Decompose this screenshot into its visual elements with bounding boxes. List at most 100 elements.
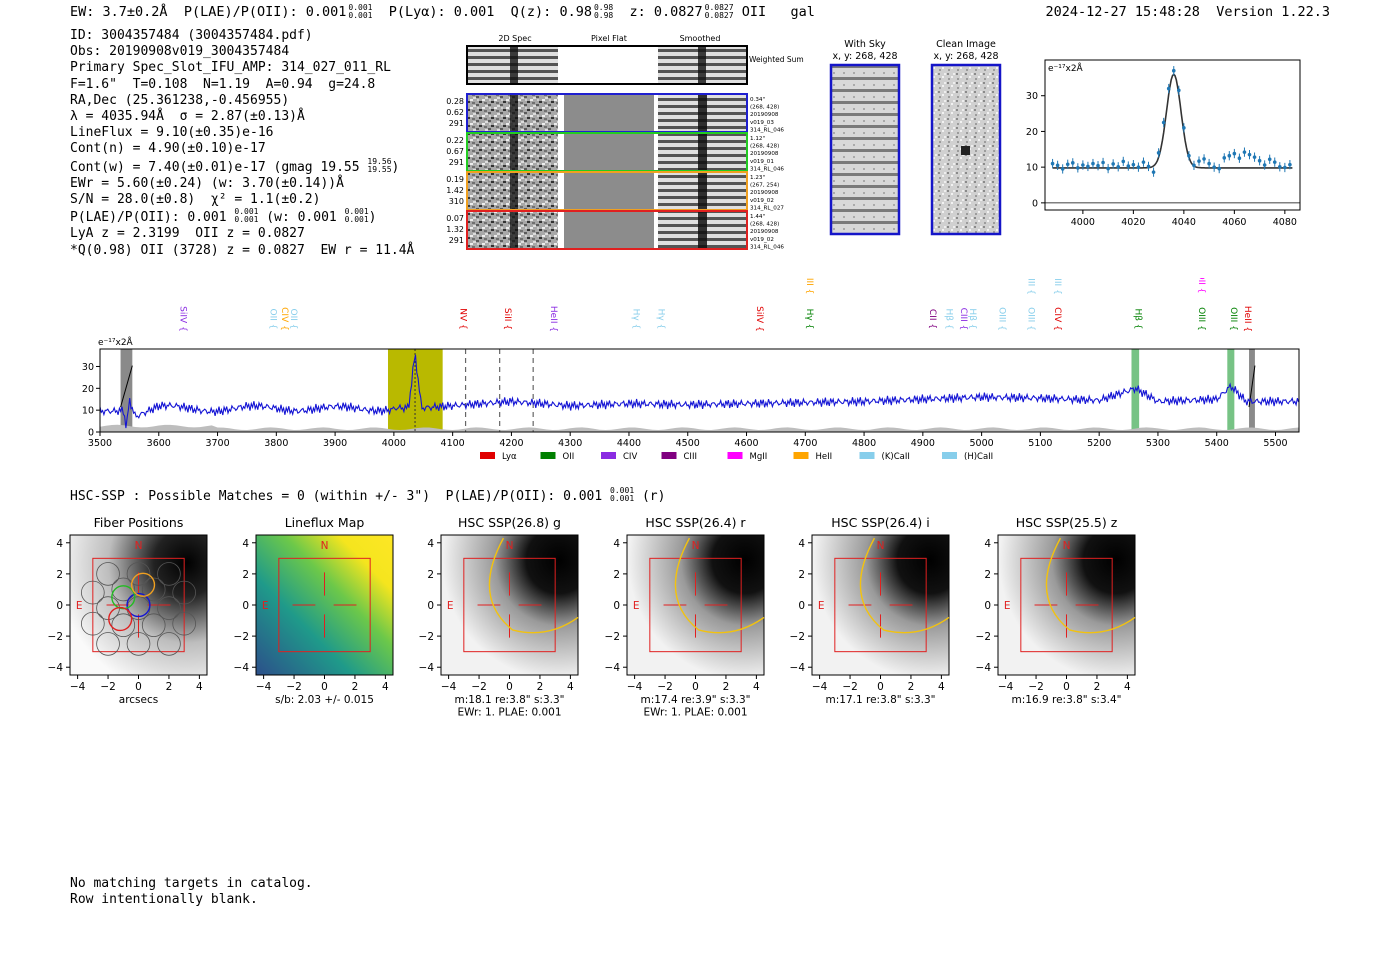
hsc-galaxy-ellipse [488,537,579,634]
spectrum-unit-label: e⁻¹⁷x2Å [98,336,134,348]
spectrum-noise-floor [100,424,1299,432]
hsc-panel-title: HSC SSP(26.8) g [458,515,561,530]
clean-image-xy: x, y: 268, 428 [933,51,998,62]
hsc-panel-caption: arcsecs [119,694,158,706]
spectrum-line-label: OIII { [1196,307,1206,331]
hsc-north-label: N [692,540,700,552]
legend-label: (H)CaII [964,452,993,462]
col-header-smoothed: Smoothed [680,34,721,43]
hsc-xtick-label: 0 [1063,681,1070,693]
hsc-ytick-label: 0 [984,600,991,612]
info-line: Primary Spec_Slot_IFU_AMP: 314_027_011_R… [70,60,391,76]
spectrum-line-label: Hγ { [655,309,665,330]
hsc-north-label: N [1063,540,1071,552]
detection-info: ID: 3004357484 (3004357484.pdf) Obs: 201… [70,28,414,259]
fiber-circle [157,632,181,656]
cutout-row-meta: (268, 428) [750,144,779,150]
legend-swatch [540,452,556,459]
hsc-east-label: E [447,600,454,612]
hsc-north-label: N [506,540,514,552]
hsc-xtick-label: 0 [877,681,884,693]
fiber-circle [126,632,151,656]
zoom-point [1166,86,1171,91]
hsc-ytick-label: −4 [605,662,621,674]
zoom-point [1232,151,1237,156]
hsc-panel-image [997,534,1136,676]
hsc-north-label: N [321,540,329,552]
z-sub: 0.0827 [704,11,734,20]
cutout-row-meta: 314_RL_046 [750,166,784,172]
zoom-point [1070,161,1075,165]
hsc-ytick-label: −4 [976,662,992,674]
clean-image-title: Clean Image [936,39,996,50]
spectrum-line-label: CIV { [1052,307,1062,331]
spectrum-line-label: Hβ { [943,308,953,329]
zoom-point [1207,161,1211,166]
hsc-ytick-label: 4 [984,538,991,550]
info-line: λ = 4035.94Å σ = 2.87(±0.13)Å [70,109,305,125]
hsc-panel-title: HSC SSP(26.4) i [831,515,929,530]
hsc-ytick-label: −2 [605,631,620,643]
spectrum-line-label: SiII { [502,308,512,330]
legend-label: (K)CaII [882,452,910,462]
zoom-point [1050,161,1055,166]
info-line: Obs: 20190908v019_3004357484 [70,44,290,60]
hsc-xtick-label: 4 [567,681,574,693]
spectrum-xtick-label: 5300 [1146,438,1170,449]
hsc-galaxy-ellipse [859,537,950,634]
sky-panels: With Sky x, y: 268, 428 Clean Image x, y… [829,39,1002,236]
cutout-row-num: 1.32 [446,225,464,234]
hsc-xtick-label: 2 [723,681,730,693]
cutout-row-meta: 20190908 [750,229,779,235]
hsc-ytick-label: 2 [984,569,991,581]
spectrum-line-label: OII { [1196,278,1206,293]
z-value: z: 0.0827 [629,4,703,20]
legend-swatch [859,452,875,459]
spectrum-green-band [1227,349,1235,432]
hsc-ytick-label: 2 [427,569,434,581]
fiber-circle [141,577,166,602]
spectrum-xtick-label: 5100 [1028,438,1052,449]
zoom-point [1171,68,1176,73]
cutout-row-meta: (267, 254) [750,183,779,189]
info-line: *Q(0.98) OII (3728) z = 0.0827 EW r = 11… [70,242,415,258]
zoom-xtick-label: 4020 [1121,217,1145,228]
zoom-point [1177,88,1181,93]
footer-line-1: No matching targets in catalog. [70,876,313,891]
info-line: ID: 3004357484 (3004357484.pdf) [70,28,313,43]
info-line: Cont(w) = 7.40(±0.01)e-17 (gmag 19.55 19… [70,156,400,175]
hsc-panel-caption: EWr: 1. PLAE: 0.001 [643,707,747,719]
hsc-panel-title: Lineflux Map [285,515,365,530]
hsc-panel-image [440,534,579,676]
zoom-ytick-label: 20 [1026,127,1038,138]
cutout-row-meta: v019_02 [750,237,774,243]
with-sky-image [829,63,901,236]
zoom-point [1081,163,1085,167]
fiber-circle [111,613,136,638]
spectrum-xtick-label: 4700 [793,438,817,449]
zoom-point [1278,164,1282,169]
spectrum-xtick-label: 4500 [676,438,700,449]
cutout-row-meta: 20190908 [750,151,779,157]
spectrum-xtick-label: 4200 [499,438,523,449]
spectrum-line-label: Hβ { [1133,308,1143,329]
zoom-point [1121,159,1126,164]
spectrum-line-label: CII { [927,309,937,329]
spectrum-line-label: Hγ { [631,309,641,330]
zoom-point [1116,164,1121,169]
spectrum-line-label: OIII { [1026,307,1036,331]
hsc-xtick-label: −2 [286,681,301,693]
fiber-fourth [108,606,133,632]
hsc-panel-image [626,534,765,676]
zoom-xtick-label: 4000 [1071,217,1095,228]
fiber-circle [111,577,136,602]
zoom-point [1055,163,1060,168]
cutout-row-meta: 20190908 [750,112,779,118]
hsc-ytick-label: 2 [613,569,620,581]
fiber-circle [126,562,151,586]
spectrum-xtick-label: 3600 [147,438,171,449]
hsc-xtick-label: 4 [938,681,945,693]
hsc-ytick-label: 0 [242,600,249,612]
hsc-panel-image [255,534,394,676]
cutout-pixelflat [564,133,654,171]
